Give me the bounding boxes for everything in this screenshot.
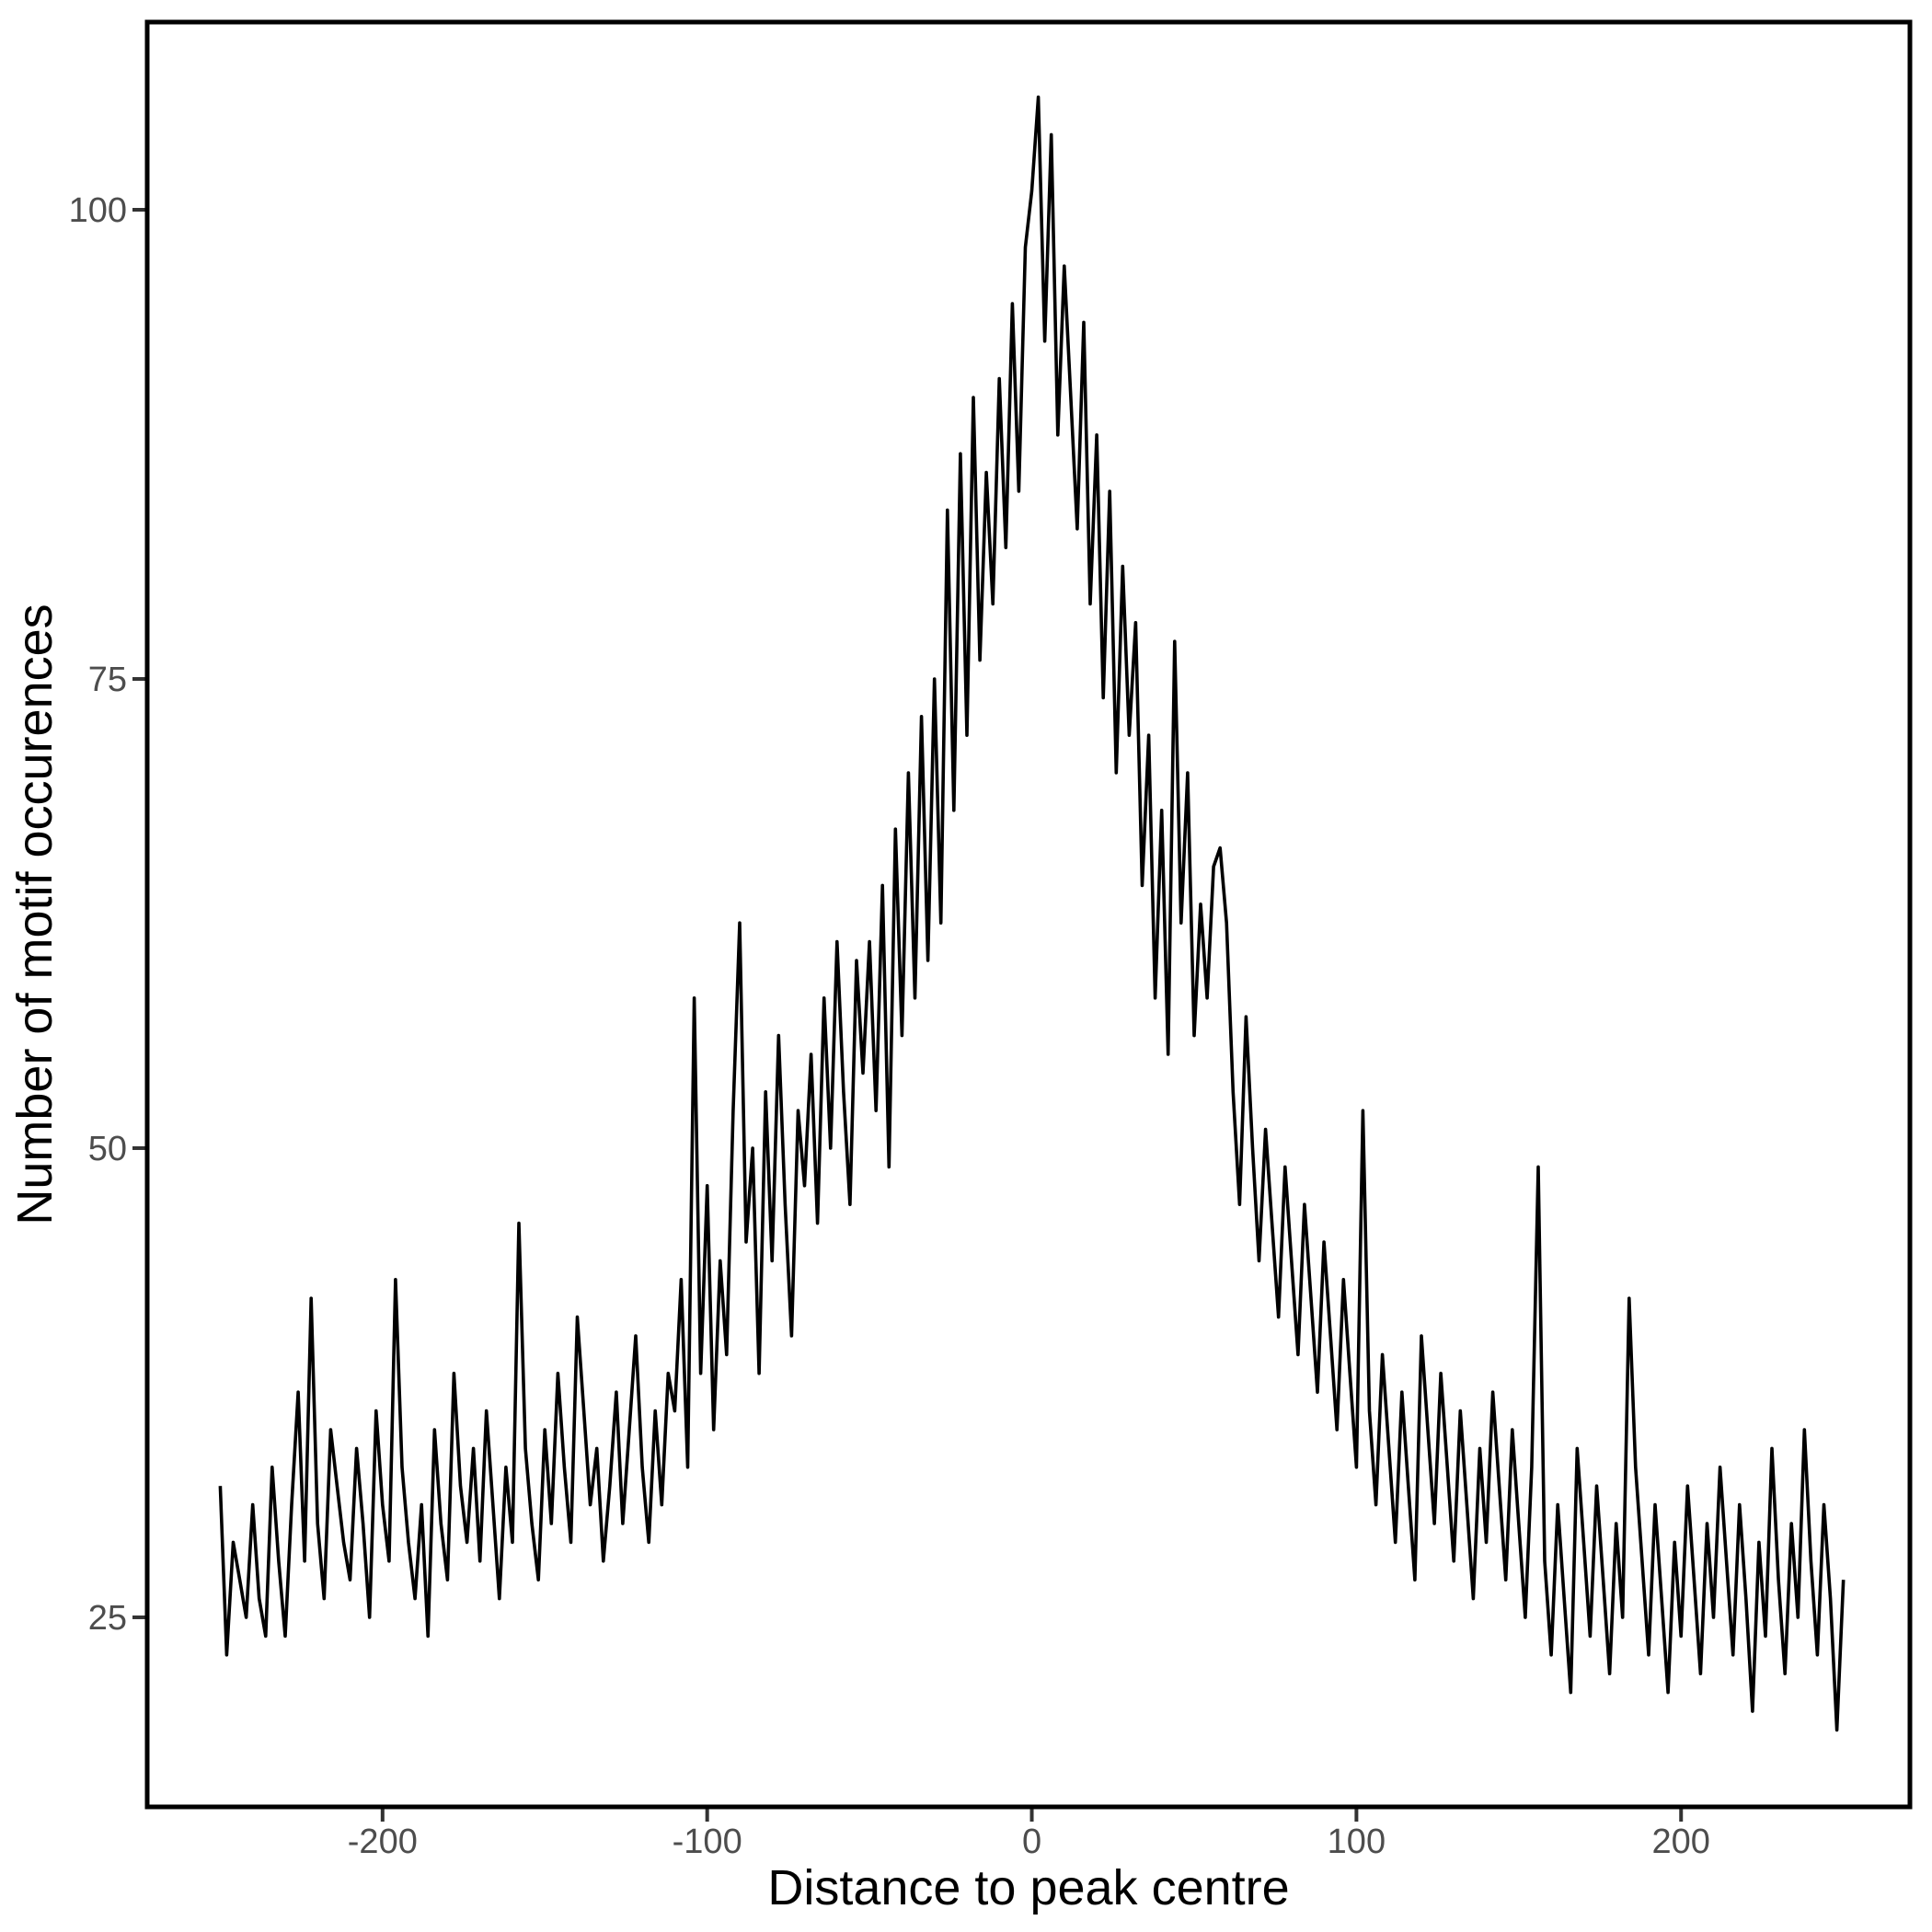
panel-border [144, 19, 1913, 1810]
x-tick-label: 100 [1328, 1823, 1386, 1861]
y-tick-label: 25 [88, 1599, 127, 1638]
y-tick-label: 75 [88, 661, 127, 699]
y-tick-label: 50 [88, 1130, 127, 1168]
panel-background [147, 22, 1910, 1807]
x-tick-label: -100 [673, 1823, 742, 1861]
y-axis-title: Number of motif occurences [7, 604, 63, 1225]
x-axis-title: Distance to peak centre [767, 1860, 1289, 1915]
x-tick-label: -200 [348, 1823, 418, 1861]
x-axis-ticks: -200 -100 0 100 200 [348, 1807, 1710, 1861]
y-tick-label: 100 [69, 191, 127, 230]
y-axis-ticks: 25 50 75 100 [69, 191, 147, 1638]
series-line [218, 95, 1846, 1732]
x-tick-label: 200 [1652, 1823, 1710, 1861]
x-tick-label: 0 [1022, 1823, 1041, 1861]
